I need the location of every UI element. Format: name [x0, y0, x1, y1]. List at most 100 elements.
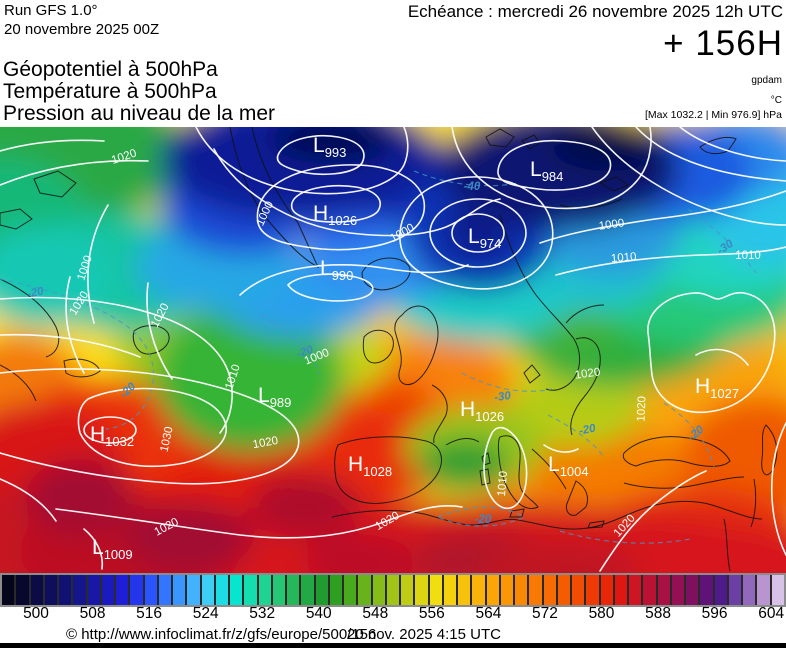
temperature-color-field: [0, 127, 786, 573]
colorbar-cell: [515, 575, 528, 605]
isobar-label-1020: 1020: [636, 396, 649, 422]
colorbar: [0, 573, 786, 607]
colorbar-cell: [415, 575, 428, 605]
colorbar-cell: [458, 575, 471, 605]
pressure-center-L974: L974: [468, 225, 501, 251]
pressure-centers: L993 L984 H1026 L974 L990 L989 H1032 H1026 H1027…: [90, 134, 739, 562]
colorbar-tick-548: 548: [362, 605, 389, 622]
colorbar-ticks: 500 508 516 524 532 540 548 556 564 572 580 588 596 6…: [0, 605, 786, 625]
colorbar-tick-564: 564: [475, 605, 502, 622]
colorbar-tick-532: 532: [249, 605, 276, 622]
colorbar-cell: [543, 575, 556, 605]
colorbar-cell: [230, 575, 243, 605]
colorbar-cell: [600, 575, 613, 605]
colorbar-cell: [728, 575, 741, 605]
colorbar-cell: [158, 575, 171, 605]
temperature-label--20: -20: [26, 285, 45, 300]
colorbar-cell: [401, 575, 414, 605]
forecast-hour-label: + 156H: [663, 24, 783, 63]
colorbar-cell: [301, 575, 314, 605]
colorbar-cell: [2, 575, 15, 605]
unit-gpdam-label: gpdam: [751, 75, 782, 86]
pressure-minmax-label: [Max 1032.2 | Min 976.9] hPa: [645, 109, 782, 121]
colorbar-cell: [201, 575, 214, 605]
temperature-label--20: -20: [578, 422, 597, 437]
isobar-label-1010: 1010: [610, 251, 637, 265]
copyright-url: © http://www.infoclimat.fr/z/gfs/europe/…: [66, 626, 377, 643]
colorbar-tick-556: 556: [418, 605, 445, 622]
colorbar-cell: [586, 575, 599, 605]
colorbar-tick-524: 524: [192, 605, 219, 622]
colorbar-cell: [443, 575, 456, 605]
temperature-label--20: -20: [475, 514, 492, 526]
colorbar-cell: [486, 575, 499, 605]
isobar-label-1000: 1000: [598, 217, 625, 232]
colorbar-cell: [743, 575, 756, 605]
map-area: 1020 1000 1000 1000 1000 1010 1010 1020 1020 1000…: [0, 127, 786, 573]
colorbar-cell: [87, 575, 100, 605]
parameter-titles: Géopotentiel à 500hPa Température à 500h…: [3, 59, 275, 125]
colorbar-cell: [187, 575, 200, 605]
colorbar-cell: [329, 575, 342, 605]
valid-time-label: Echéance : mercredi 26 novembre 2025 12h…: [407, 2, 783, 21]
colorbar-tick-604: 604: [758, 605, 785, 622]
coastlines: [0, 127, 778, 572]
colorbar-cell: [472, 575, 485, 605]
colorbar-cell: [529, 575, 542, 605]
colorbar-cell: [614, 575, 627, 605]
colorbar-tick-540: 540: [305, 605, 332, 622]
pressure-center-H1032: H1032: [90, 423, 134, 449]
pressure-center-L984: L984: [530, 158, 563, 184]
colorbar-cell: [557, 575, 570, 605]
isobar-label-1020: 1020: [574, 366, 601, 381]
isobar-label-1010: 1010: [735, 250, 761, 262]
colorbar-cell: [244, 575, 257, 605]
colorbar-cell: [73, 575, 86, 605]
colorbar-cell: [700, 575, 713, 605]
colorbar-cell: [215, 575, 228, 605]
colorbar-tick-580: 580: [588, 605, 615, 622]
isobar-label-1030: 1030: [159, 426, 176, 454]
colorbar-cell: [258, 575, 271, 605]
isobar-label-1020: 1020: [252, 435, 279, 451]
colorbar-cell: [344, 575, 357, 605]
run-date-label: 20 novembre 2025 00Z: [4, 21, 160, 38]
colorbar-tick-508: 508: [79, 605, 106, 622]
pressure-center-H1026: H1026: [460, 398, 504, 424]
colorbar-cell: [358, 575, 371, 605]
colorbar-cell: [686, 575, 699, 605]
temperature-label--30: -30: [494, 390, 513, 404]
generation-timestamp: 20 nov. 2025 4:15 UTC: [347, 626, 501, 643]
title-geopotential: Géopotentiel à 500hPa: [3, 58, 218, 81]
unit-temp-label: °C: [770, 95, 782, 106]
colorbar-cell: [643, 575, 656, 605]
colorbar-tick-596: 596: [701, 605, 728, 622]
temperature-label--20: -20: [295, 343, 315, 360]
title-pressure: Pression au niveau de la mer: [3, 102, 275, 125]
colorbar-cell: [59, 575, 72, 605]
isobar-label-1010: 1010: [496, 470, 510, 497]
colorbar-cell: [30, 575, 43, 605]
colorbar-cell: [572, 575, 585, 605]
colorbar-cell: [386, 575, 399, 605]
pressure-center-L1009: L1009: [92, 536, 133, 562]
colorbar-tick-588: 588: [645, 605, 671, 622]
colorbar-cell: [315, 575, 328, 605]
run-model-label: Run GFS 1.0°: [4, 2, 98, 19]
pressure-center-L993: L993: [313, 134, 346, 160]
pressure-center-H1028: H1028: [348, 453, 392, 479]
colorbar-cell: [714, 575, 727, 605]
pressure-center-H1026: H1026: [313, 202, 357, 228]
colorbar-cell: [657, 575, 670, 605]
colorbar-tick-500: 500: [23, 605, 49, 622]
colorbar-cell: [130, 575, 143, 605]
colorbar-cell: [16, 575, 29, 605]
colorbar-cell: [429, 575, 442, 605]
pressure-center-H1027: H1027: [695, 375, 739, 401]
pressure-center-L1004: L1004: [548, 453, 589, 479]
isobar-contours: [0, 127, 786, 572]
colorbar-tick-572: 572: [532, 605, 558, 622]
colorbar-tick-516: 516: [136, 605, 163, 622]
